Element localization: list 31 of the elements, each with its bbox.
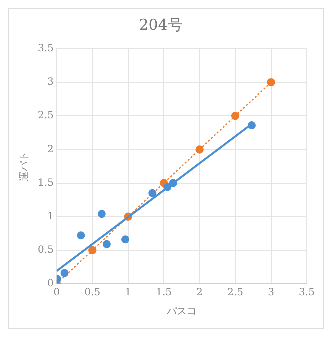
point <box>164 183 172 192</box>
y-tick-label: 1 <box>48 211 54 222</box>
point <box>122 236 130 244</box>
x-tick-label: 1.5 <box>156 288 172 299</box>
point <box>88 246 97 255</box>
point <box>248 122 256 130</box>
chart-title: 204号 <box>139 16 183 34</box>
y-tick-label: 2.5 <box>38 110 54 122</box>
point <box>267 78 276 87</box>
x-tick-label: 2 <box>196 288 204 299</box>
x-tick-label: 2.5 <box>228 288 244 299</box>
y-tick-label: 3.5 <box>38 44 54 55</box>
point <box>169 179 178 188</box>
x-tick-label: 0.5 <box>84 288 101 299</box>
point <box>98 210 106 218</box>
x-axis-title: パスコ <box>166 306 197 318</box>
x-tick-label: 3 <box>268 288 274 299</box>
point <box>77 232 86 240</box>
point <box>231 112 240 120</box>
y-tick-label: 0 <box>48 278 54 290</box>
point <box>196 146 204 154</box>
y-tick-label: 3 <box>48 77 54 88</box>
point <box>148 189 157 198</box>
point <box>60 269 69 278</box>
y-tick-label: 0.5 <box>38 245 54 256</box>
x-tick-label: 3.5 <box>299 288 315 299</box>
y-axis-title: 運パト <box>18 152 31 182</box>
y-tick-label: 2 <box>48 144 54 156</box>
x-tick-label: 1 <box>125 288 132 299</box>
point <box>102 240 111 248</box>
y-tick-label: 1.5 <box>38 178 54 189</box>
